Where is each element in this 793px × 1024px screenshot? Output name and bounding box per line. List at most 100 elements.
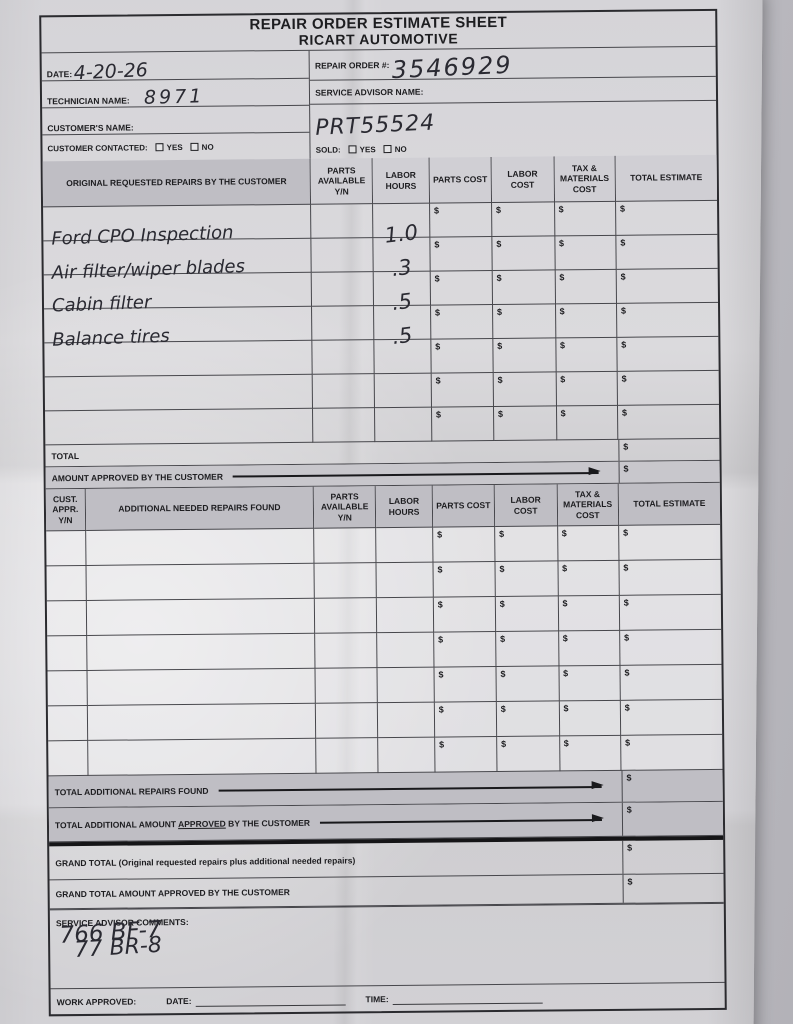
additional-repair-description-cell [87,703,317,741]
work-approved-label: WORK APPROVED: [56,995,137,1007]
dollar-sign: $ [620,271,626,282]
total-estimate-cell: $ [620,664,722,701]
parts-available-cell [314,563,378,599]
parts-cost-cell: $ [433,562,496,598]
parts-available-cell [314,528,377,564]
labor-hours-cell [374,373,432,409]
cust-appr-cell [47,670,88,707]
dollar-sign: $ [624,702,630,713]
repair-order-number-label: REPAIR ORDER #: [314,59,390,71]
repair-description-cell [45,408,314,446]
dollar-sign: $ [563,668,569,679]
dollar-sign: $ [437,529,443,540]
dollar-sign: $ [620,305,627,316]
total-additional-found-label: TOTAL ADDITIONAL REPAIRS FOUND [54,785,209,797]
customer-contacted-yes-label: YES [166,142,183,152]
dollar-sign: $ [558,204,564,215]
customer-name-field-row: CUSTOMER'S NAME: [42,105,310,136]
amount-approved-cell: $ [618,460,720,483]
dollar-sign: $ [625,737,631,748]
total-estimate-cell: $ [619,594,722,631]
additional-repair-description-cell [87,668,317,706]
labor-hours-cell [377,667,435,704]
tax-materials-cell: $ [558,595,621,632]
amount-approved-label: AMOUNT APPROVED BY THE CUSTOMER [51,471,223,483]
technician-name-label: TECHNICIAN NAME: [46,95,130,107]
repair-description-handwritten: Balance tires [51,325,171,351]
dollar-sign: $ [495,204,502,215]
dollar-sign: $ [434,307,441,318]
labor-hours-cell [377,597,435,634]
dollar-sign: $ [437,599,443,610]
dollar-sign: $ [496,238,502,249]
grand-total-label: GRAND TOTAL (Original requested repairs … [55,854,356,868]
total-estimate-cell: $ [616,268,719,304]
dollar-sign: $ [562,633,568,644]
dollar-sign: $ [500,668,506,679]
labor-cost-cell: $ [491,202,555,238]
header-total-estimate: TOTAL ESTIMATE [615,154,718,202]
dollar-sign: $ [497,374,503,385]
dollar-sign: $ [563,738,569,749]
header-cust-appr: CUST. APPR. Y/N [45,488,86,532]
dollar-sign: $ [501,738,507,749]
dollar-sign: $ [439,739,445,750]
dollar-sign: $ [499,563,505,574]
total-estimate-cell: $ [621,734,723,771]
additional-repair-description-cell [86,563,316,601]
total-estimate-cell: $ [620,629,722,666]
header-original-requested-repairs: ORIGINAL REQUESTED REPAIRS BY THE CUSTOM… [42,158,312,208]
parts-available-cell [312,340,375,375]
parts-cost-cell: $ [434,667,497,703]
date-label: DATE: [46,69,73,80]
dollar-sign: $ [560,408,566,419]
header-tax-materials-cost: TAX & MATERIALS COST [557,483,620,527]
parts-cost-cell: $ [431,339,494,374]
tax-materials-cell: $ [558,560,620,597]
service-advisor-value-row: PRT55524 [310,101,716,141]
grand-total-cell: $ [622,839,724,874]
customer-contacted-no-checkbox [190,142,199,151]
footer-date-label: DATE: [166,995,192,1006]
header-parts-available: PARTS AVAILABLE Y/N [310,158,374,205]
labor-cost-cell: $ [492,236,556,272]
comments-line-2: 77 BR-8 [73,932,163,963]
arrow-right-icon [320,818,602,824]
tax-materials-cell: $ [555,337,618,373]
dollar-sign: $ [499,598,505,609]
grand-total-approved-cell: $ [622,873,724,903]
dollar-sign: $ [623,463,629,474]
cust-appr-cell [48,740,89,777]
total-estimate-cell: $ [619,524,721,561]
technician-handwritten-value: 8971 [143,85,205,109]
labor-cost-cell: $ [496,666,560,703]
dollar-sign: $ [621,407,627,418]
parts-available-cell [315,598,378,634]
parts-available-cell [316,703,379,739]
tax-materials-cell: $ [556,405,619,441]
parts-cost-cell: $ [435,737,498,773]
repair-description-handwritten: Cabin filter [51,292,152,317]
repair-description-cell: Ford CPO Inspection [43,204,312,250]
service-advisor-handwritten-value: PRT55524 [315,110,437,141]
parts-cost-cell: $ [430,271,493,306]
customer-contacted-no-label: NO [201,142,214,152]
total-estimate-cell: $ [616,234,718,270]
dollar-sign: $ [627,842,633,853]
customer-contacted-yes-checkbox [155,143,164,152]
cust-appr-cell [46,565,87,602]
total-estimate-cell: $ [616,302,719,338]
dollar-sign: $ [497,408,503,419]
parts-cost-cell: $ [434,702,498,738]
total-estimate-cell: $ [617,370,719,406]
sold-no-label: NO [394,144,407,154]
repair-order-handwritten-value: 3546929 [390,50,513,84]
dollar-sign: $ [561,528,567,539]
parts-cost-cell: $ [430,237,493,272]
dollar-sign: $ [559,272,565,283]
dollar-sign: $ [626,804,632,815]
dollar-sign: $ [623,527,629,538]
labor-hours-handwritten: .5 [390,322,414,349]
dollar-sign: $ [438,669,444,680]
parts-cost-cell: $ [431,407,495,442]
